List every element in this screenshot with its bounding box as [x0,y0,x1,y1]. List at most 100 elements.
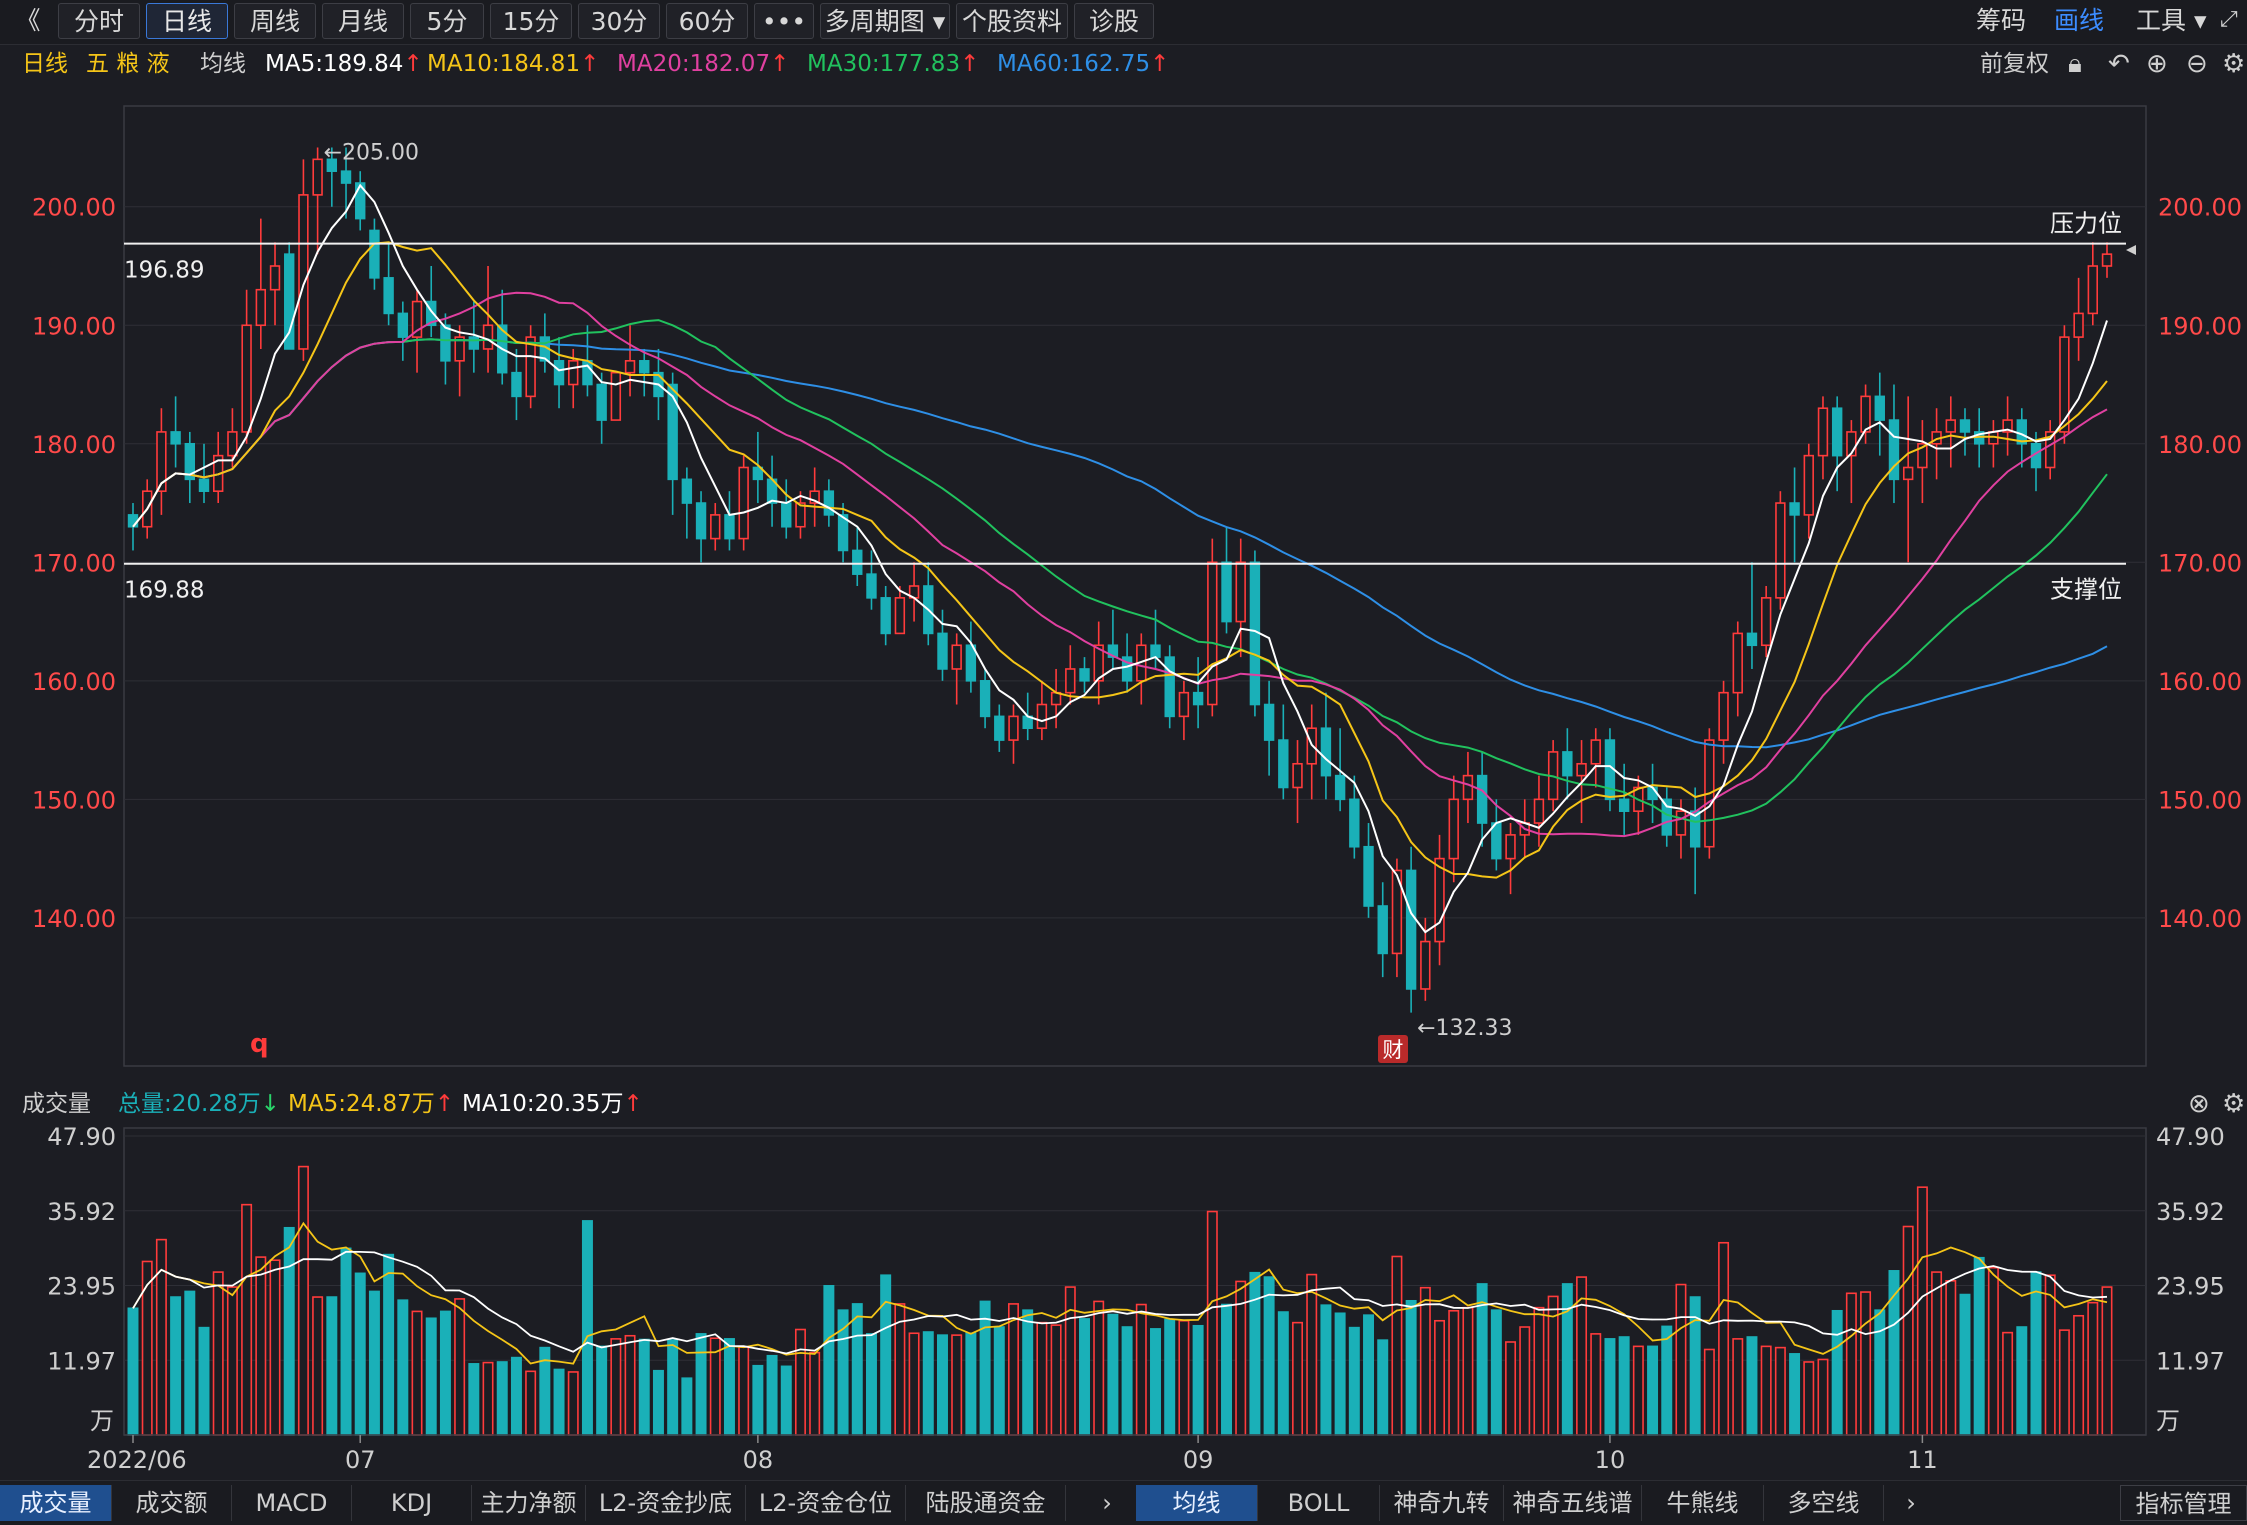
indicator-tab-1[interactable]: 成交额 [112,1485,232,1521]
indicator-tab-4[interactable]: 主力净额 [472,1485,586,1521]
volume-bar [567,1371,579,1436]
period-button-8[interactable]: ••• [754,3,814,39]
period-button-2[interactable]: 周线 [234,3,316,39]
volume-bar [738,1346,750,1436]
candle-body [1008,715,1019,741]
period-button-1[interactable]: 日线 [146,3,228,39]
candle-body [355,182,366,220]
candle-body [1618,798,1630,812]
overlay-tab-0[interactable]: 均线 [1136,1485,1258,1521]
toolbar-right-2[interactable]: 工具 ▾ [2136,6,2207,35]
period-button-7[interactable]: 60分 [666,3,748,39]
ma-label[interactable]: 均线 [200,51,246,77]
finance-marker: 财 [1383,1038,1404,1062]
candle-body [340,170,352,184]
volume-bar [1036,1321,1048,1436]
volume-bar [1561,1283,1573,1436]
price-tick-right: 190.00 [2158,312,2242,340]
candle-body [156,431,167,492]
overlay-tab-5[interactable]: 多空线 [1764,1485,1884,1521]
candle-body [979,680,991,718]
volume-bar [1277,1311,1289,1436]
volume-bar [1419,1286,1431,1436]
volume-bar [965,1332,977,1436]
volume-title[interactable]: 成交量 [22,1091,91,1117]
up-arrow-icon: ↑ [623,1091,643,1117]
zoom-in-icon[interactable]: ⊕ [2146,49,2168,79]
period-button-4[interactable]: 5分 [410,3,484,39]
zoom-out-icon[interactable]: ⊖ [2186,49,2208,79]
indicator-tab-2[interactable]: MACD [232,1485,352,1521]
ma-info-bar: 日线 五 粮 液 均线 MA5:189.84↑ MA10:184.81↑ MA20:… [0,44,2247,84]
overlay-tab-3[interactable]: 神奇五线谱 [1504,1485,1642,1521]
candle-body [468,336,480,350]
period-button-9[interactable]: 多周期图 ▾ [820,3,950,39]
volume-bar [1774,1346,1786,1436]
indicator-tab-6[interactable]: L2-资金仓位 [746,1485,906,1521]
volume-ma10: MA10:20.35万↑ [462,1084,643,1124]
period-button-10[interactable]: 个股资料 [956,3,1068,39]
volume-bar [1221,1303,1232,1436]
toolbar-right-1[interactable]: 画线 [2054,6,2105,35]
candle-body [781,502,792,528]
volume-bar [411,1310,423,1436]
volume-bar [1363,1314,1375,1436]
tabs-next-icon[interactable]: › [1906,1489,1916,1517]
volume-tick-left: 23.95 [47,1273,116,1301]
indicator-manage-button[interactable]: 指标管理 [2120,1485,2247,1521]
period-button-0[interactable]: 分时 [58,3,140,39]
up-arrow-icon: ↑ [770,51,790,77]
candle-body [397,312,409,338]
volume-bar [2087,1301,2099,1436]
price-tick-right: 170.00 [2158,549,2242,577]
candle-body [1491,822,1502,860]
price-tick-left: 200.00 [32,194,116,222]
indicator-tab-0[interactable]: 成交量 [0,1485,112,1521]
period-button-11[interactable]: 诊股 [1074,3,1154,39]
candle-body [1803,454,1814,516]
close-icon[interactable]: ⊗ [2188,1089,2210,1119]
indicator-tab-3[interactable]: KDJ [352,1485,472,1521]
indicator-tab-5[interactable]: L2-资金抄底 [586,1485,746,1521]
stock-name[interactable]: 五 粮 液 [86,51,170,77]
toolbar-right-0[interactable]: 筹码 [1976,6,2027,35]
indicator-tab-7[interactable]: 陆股通资金 [906,1485,1066,1521]
volume-bar [1789,1353,1801,1436]
adjust-label[interactable]: 前复权 [1980,51,2049,77]
tabs-next-icon[interactable]: › [1102,1489,1112,1517]
period-button-3[interactable]: 月线 [322,3,404,39]
period-button-6[interactable]: 30分 [578,3,660,39]
candle-body [1476,774,1488,824]
expand-icon[interactable]: ⤢ [2220,7,2238,32]
candle-body [284,253,295,350]
volume-bar [1973,1256,1985,1436]
ma10-line [132,241,2108,879]
volume-bar [723,1338,735,1436]
candle-body [837,514,849,552]
volume-bar [1831,1309,1843,1436]
back-button[interactable]: 《 [15,6,41,35]
lock-icon[interactable]: 🔒︎ [2068,49,2082,79]
candle-body [511,371,522,398]
period-button-5[interactable]: 15分 [490,3,572,39]
candle-body [681,478,693,504]
candle-body [1391,869,1403,955]
overlay-tab-4[interactable]: 牛熊线 [1642,1485,1764,1521]
volume-bar [297,1165,309,1436]
volume-chart[interactable]: 47.90 47.90 35.92 35.92 23.95 23.95 11.97 11.97… [0,1124,2247,1480]
price-tick-left: 170.00 [32,549,116,577]
settings-icon[interactable]: ⚙ [2222,49,2246,79]
volume-bar [851,1303,863,1436]
price-chart[interactable]: 200.00 200.00 190.00 190.00 180.00 180.00 170.… [0,84,2247,1084]
volume-ma5: MA5:24.87万↑ [288,1084,454,1124]
overlay-tab-2[interactable]: 神奇九转 [1380,1485,1504,1521]
price-tick-right: 160.00 [2158,668,2242,696]
overlay-tab-1[interactable]: BOLL [1258,1485,1380,1521]
settings-icon[interactable]: ⚙ [2222,1089,2246,1119]
volume-bar [1590,1333,1602,1436]
candle-body [1817,407,1829,457]
ma20-line [132,291,2108,838]
undo-icon[interactable]: ↶ [2108,49,2130,79]
ma60-line [132,338,2108,749]
up-arrow-icon: ↑ [580,51,600,77]
